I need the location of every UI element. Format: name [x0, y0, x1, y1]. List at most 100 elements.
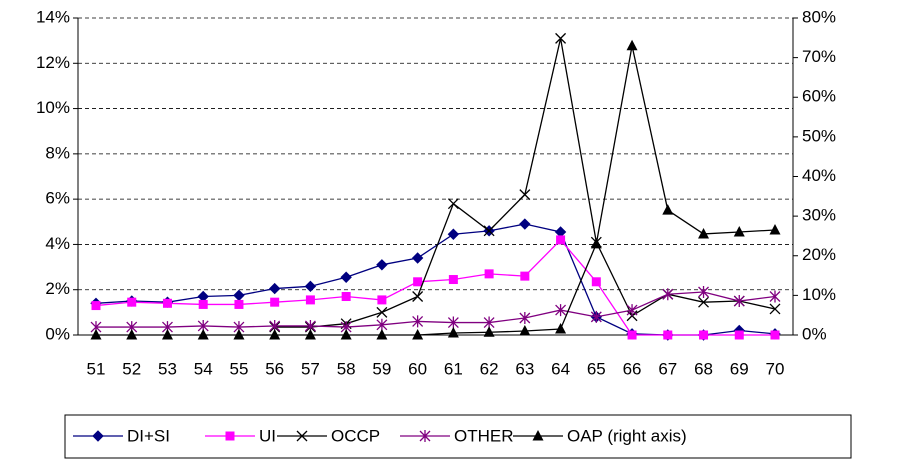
legend-marker	[532, 430, 544, 441]
marker	[304, 329, 316, 340]
series-line	[96, 291, 776, 328]
marker	[412, 315, 424, 328]
x-tick-label: 55	[229, 359, 248, 378]
marker	[377, 295, 387, 305]
marker	[376, 306, 388, 318]
y-tick-label: 4%	[45, 234, 70, 253]
x-tick-label: 68	[694, 359, 713, 378]
marker	[519, 325, 531, 336]
marker	[376, 329, 388, 340]
marker	[412, 329, 424, 340]
x-tick-label: 70	[766, 359, 785, 378]
marker	[590, 237, 602, 249]
marker	[698, 296, 709, 308]
marker	[341, 292, 351, 302]
marker	[591, 277, 601, 287]
marker	[555, 304, 567, 317]
marker	[519, 218, 531, 230]
marker	[376, 318, 388, 331]
y-tick-label: 2%	[45, 279, 70, 298]
x-tick-label: 51	[87, 359, 106, 378]
marker	[269, 329, 281, 340]
marker	[270, 297, 280, 307]
marker	[519, 312, 531, 325]
marker	[483, 326, 495, 337]
marker	[413, 277, 423, 287]
x-tick-label: 63	[515, 359, 534, 378]
x-tick-label: 69	[730, 359, 749, 378]
marker	[520, 271, 530, 281]
marker	[304, 280, 317, 293]
marker	[234, 299, 244, 309]
x-tick-label: 54	[194, 359, 213, 378]
series-line	[95, 238, 775, 336]
marker	[447, 316, 459, 329]
y2-tick-label: 80%	[802, 7, 836, 26]
marker	[769, 303, 781, 315]
y2-tick-label: 70%	[802, 47, 836, 66]
y2-tick-label: 60%	[802, 87, 836, 106]
marker	[447, 228, 460, 240]
x-tick-label: 62	[480, 359, 499, 378]
marker	[698, 285, 709, 298]
legend-label: OAP (right axis)	[567, 426, 687, 445]
marker	[376, 259, 388, 271]
series-line	[95, 223, 776, 336]
x-tick-label: 65	[587, 359, 606, 378]
marker	[484, 269, 494, 279]
marker	[483, 225, 495, 237]
marker	[556, 235, 566, 245]
legend-marker	[92, 430, 104, 442]
marker	[305, 295, 315, 305]
series-line	[96, 45, 776, 336]
marker	[448, 275, 458, 285]
marker	[340, 271, 352, 283]
legend-label: OCCP	[331, 426, 380, 445]
y2-tick-label: 0%	[802, 324, 827, 343]
marker	[698, 227, 710, 239]
marker	[412, 291, 424, 302]
x-tick-label: 61	[444, 359, 463, 378]
marker	[198, 299, 208, 309]
y-tick-label: 0%	[45, 324, 70, 343]
marker	[626, 304, 638, 317]
x-tick-label: 66	[623, 359, 642, 378]
marker	[733, 225, 745, 237]
x-tick-label: 67	[658, 359, 677, 378]
marker	[162, 298, 172, 308]
marker	[626, 39, 638, 51]
x-tick-label: 52	[122, 359, 141, 378]
marker	[447, 327, 459, 338]
marker	[662, 204, 674, 215]
marker	[519, 189, 531, 201]
legend-box	[64, 414, 852, 459]
marker	[733, 295, 745, 308]
marker	[91, 301, 101, 311]
x-tick-label: 57	[301, 359, 320, 378]
marker	[663, 330, 673, 340]
legend-marker	[419, 430, 431, 442]
y2-tick-label: 40%	[802, 166, 836, 185]
y2-tick-label: 20%	[802, 245, 836, 264]
marker	[662, 288, 674, 301]
y-tick-label: 6%	[45, 189, 70, 208]
series-line	[274, 38, 776, 328]
marker	[127, 297, 137, 307]
marker	[627, 330, 637, 340]
marker	[734, 330, 744, 340]
marker	[233, 289, 245, 302]
marker	[769, 290, 781, 303]
marker	[411, 252, 424, 264]
marker	[555, 323, 567, 334]
x-tick-label: 60	[408, 359, 427, 378]
x-tick-label: 53	[158, 359, 177, 378]
marker	[197, 329, 209, 340]
y2-tick-label: 10%	[802, 285, 836, 304]
y2-tick-label: 50%	[802, 126, 836, 145]
y2-tick-label: 30%	[802, 206, 836, 225]
marker	[770, 330, 780, 340]
x-tick-label: 59	[372, 359, 391, 378]
legend-label: UI	[259, 426, 276, 445]
legend-label: OTHER	[454, 426, 514, 445]
